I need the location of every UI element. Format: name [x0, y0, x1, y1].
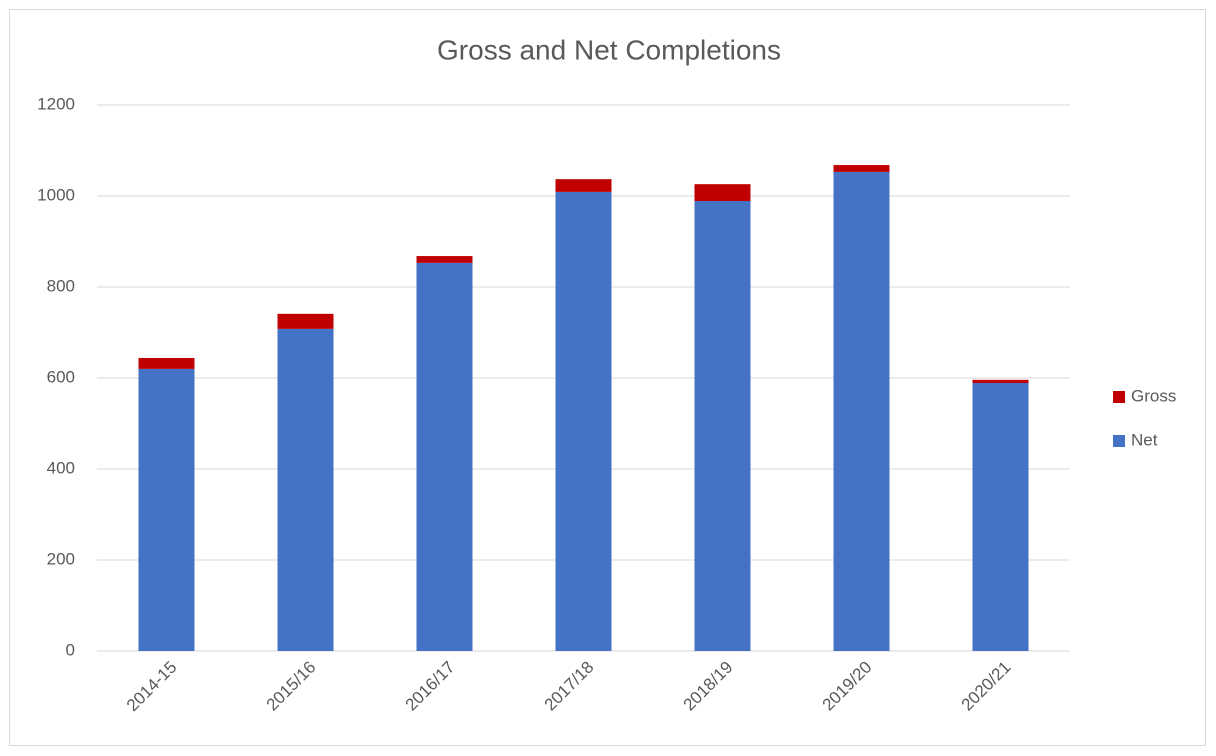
bar-segment [555, 191, 612, 651]
bar-segment [833, 171, 890, 651]
bar-segment [277, 313, 334, 329]
legend-swatch [1113, 391, 1125, 403]
legend-label: Gross [1131, 386, 1176, 405]
bar-segment [138, 357, 195, 369]
bar-segment [416, 256, 473, 263]
chart-title: Gross and Net Completions [437, 34, 781, 65]
y-tick-label: 400 [47, 458, 75, 477]
legend-swatch [1113, 435, 1125, 447]
bar-segment [972, 383, 1029, 651]
bar-segment [555, 179, 612, 192]
y-tick-label: 800 [47, 276, 75, 295]
legend-label: Net [1131, 430, 1158, 449]
y-tick-label: 1200 [37, 94, 75, 113]
bar-segment [694, 201, 751, 651]
bar-segment [833, 165, 890, 172]
bar-segment [138, 368, 195, 651]
bar-segment [972, 379, 1029, 384]
bar-segment [416, 262, 473, 651]
bar-segment [694, 184, 751, 202]
bar-segment [277, 328, 334, 651]
y-tick-label: 600 [47, 367, 75, 386]
y-tick-label: 200 [47, 549, 75, 568]
y-tick-label: 0 [66, 640, 75, 659]
y-tick-label: 1000 [37, 185, 75, 204]
